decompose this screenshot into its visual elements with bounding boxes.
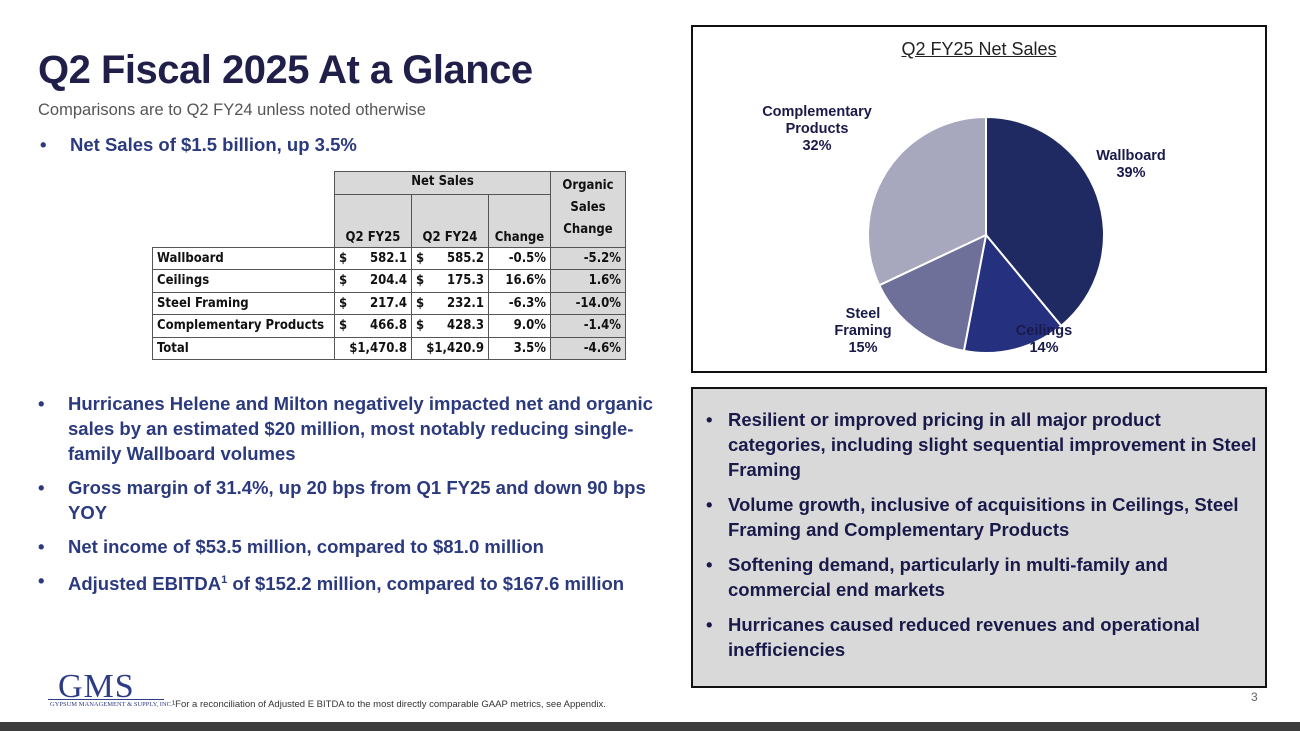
cell-change: 16.6%: [488, 269, 551, 293]
net-sales-group-header: Net Sales: [334, 171, 551, 195]
pie-slice-complementary-products: [867, 115, 987, 287]
highlights-list: • Hurricanes Helene and Milton negatively…: [38, 391, 678, 605]
table-row: Steel Framing $217.4 $232.1 -6.3% -14.0%: [152, 291, 626, 315]
cell-change: -0.5%: [488, 246, 551, 270]
cell-q2fy25: 217.4: [370, 295, 407, 311]
bullet-dot: •: [706, 494, 713, 515]
table-row: Complementary Products $466.8 $428.3 9.0…: [152, 314, 626, 338]
list-item-text: Gross margin of 31.4%, up 20 bps from Q1…: [68, 477, 646, 523]
total-change: 3.5%: [488, 336, 551, 360]
cell-change: 9.0%: [488, 314, 551, 338]
chart-title: Q2 FY25 Net Sales: [901, 39, 1057, 59]
page-number: 3: [1251, 690, 1258, 704]
row-label: Ceilings: [152, 269, 335, 293]
row-label: Complementary Products: [152, 314, 335, 338]
bottom-bar: [0, 722, 1300, 731]
bullet-dot: •: [706, 614, 713, 635]
cell-q2fy24: 585.2: [447, 250, 484, 266]
currency-sign: $: [339, 318, 348, 334]
cell-q2fy25: 204.4: [370, 273, 407, 289]
list-item: • Hurricanes caused reduced revenues and …: [706, 612, 1258, 662]
pie-label-ceilings: Ceilings 14%: [1016, 323, 1072, 356]
list-item-text: Volume growth, inclusive of acquisitions…: [728, 494, 1239, 540]
net-sales-bullet-text: Net Sales of $1.5 billion, up 3.5%: [70, 134, 357, 155]
bullet-dot: •: [40, 134, 47, 155]
total-organic: -4.6%: [550, 336, 626, 360]
currency-sign: $: [339, 250, 348, 266]
list-item-text: Hurricanes Helene and Milton negatively …: [68, 393, 653, 464]
list-item-text: Softening demand, particularly in multi-…: [728, 554, 1168, 600]
currency-sign: $: [339, 295, 348, 311]
list-item: • Hurricanes Helene and Milton negatively…: [38, 391, 678, 466]
currency-sign: $: [416, 250, 425, 266]
cell-organic: -1.4%: [550, 314, 626, 338]
list-item: • Resilient or improved pricing in all ma…: [706, 407, 1258, 482]
pie-label-wallboard: Wallboard 39%: [1096, 148, 1166, 181]
list-item: • Softening demand, particularly in multi…: [706, 552, 1258, 602]
footnote: ¹For a reconciliation of Adjusted E BITD…: [172, 699, 606, 710]
pie-label-steel-framing: Steel Framing 15%: [834, 306, 891, 356]
bullet-dot: •: [706, 554, 713, 575]
table-row: Wallboard $582.1 $585.2 -0.5% -5.2%: [152, 246, 626, 270]
row-label: Steel Framing: [152, 291, 335, 315]
row-label: Wallboard: [152, 246, 335, 270]
list-item-text: Resilient or improved pricing in all maj…: [728, 409, 1257, 480]
bullet-dot: •: [706, 409, 713, 430]
currency-sign: $: [416, 273, 425, 289]
cell-organic: -5.2%: [550, 246, 626, 270]
list-item: • Net income of $53.5 million, compared t…: [38, 534, 678, 559]
cell-q2fy24: 232.1: [447, 295, 484, 311]
pie-label-complementary-products: Complementary Products 32%: [762, 104, 872, 154]
list-item: • Adjusted EBITDA1 of $152.2 million, com…: [38, 568, 678, 596]
total-label: Total: [152, 336, 335, 360]
table-header-row: Net Sales Organic Sales Change: [153, 171, 626, 248]
bullet-dot: •: [38, 536, 45, 557]
commentary-list: • Resilient or improved pricing in all ma…: [706, 407, 1258, 672]
net-sales-bullet: • Net Sales of $1.5 billion, up 3.5%: [40, 132, 357, 157]
bullet-dot: •: [38, 477, 45, 498]
list-item: • Volume growth, inclusive of acquisition…: [706, 492, 1258, 542]
list-item-text: Net income of $53.5 million, compared to…: [68, 536, 544, 557]
net-sales-chart-panel: Q2 FY25 Net Sales Wallboard 39% Ceilings 14…: [691, 25, 1267, 373]
logo-divider: [48, 699, 164, 700]
cell-q2fy25: 466.8: [370, 318, 407, 334]
pie-chart: Wallboard 39% Ceilings 14% Steel Framing 15% Co…: [762, 104, 1166, 356]
total-q2fy24: $1,420.9: [411, 336, 489, 360]
organic-sales-header: Organic Sales Change: [550, 171, 626, 248]
commentary-callout: • Resilient or improved pricing in all ma…: [691, 387, 1267, 688]
pie-slice-steel-framing: [877, 233, 988, 353]
total-q2fy25: $1,470.8: [334, 336, 412, 360]
ebitda-prefix: Adjusted EBITDA: [68, 573, 222, 595]
cell-q2fy25: 582.1: [370, 250, 407, 266]
cell-change: -6.3%: [488, 291, 551, 315]
currency-sign: $: [339, 273, 348, 289]
column-header-change: Change: [488, 193, 551, 248]
slide-subtitle: Comparisons are to Q2 FY24 unless noted …: [38, 101, 426, 119]
currency-sign: $: [416, 318, 425, 334]
net-sales-table: Net Sales Organic Sales Change Q2 FY25 Q…: [152, 171, 626, 360]
ebitda-footnote-marker: 1: [221, 574, 228, 586]
bullet-dot: •: [38, 570, 45, 591]
column-header-q2fy24: Q2 FY24: [411, 193, 489, 248]
list-item-text: Hurricanes caused reduced revenues and o…: [728, 614, 1200, 660]
table-row: Ceilings $204.4 $175.3 16.6% 1.6%: [152, 269, 626, 293]
table-total-row: Total $1,470.8 $1,420.9 3.5% -4.6%: [152, 336, 626, 360]
currency-sign: $: [416, 295, 425, 311]
bullet-dot: •: [38, 393, 45, 414]
logo-subtext: GYPSUM MANAGEMENT & SUPPLY, INC.: [50, 701, 173, 708]
cell-q2fy24: 428.3: [447, 318, 484, 334]
cell-organic: 1.6%: [550, 269, 626, 293]
company-logo: GMS GYPSUM MANAGEMENT & SUPPLY, INC.: [48, 668, 173, 712]
cell-organic: -14.0%: [550, 291, 626, 315]
logo-text: GMS: [58, 668, 135, 705]
pie-slice-ceilings: [962, 232, 1063, 354]
pie-slice-wallboard: [985, 115, 1105, 328]
column-header-q2fy25: Q2 FY25: [334, 193, 412, 248]
ebitda-suffix: of $152.2 million, compared to $167.6 mi…: [227, 573, 625, 595]
table-column-header-row: Q2 FY25 Q2 FY24 Change: [153, 193, 626, 248]
cell-q2fy24: 175.3: [447, 273, 484, 289]
list-item: • Gross margin of 31.4%, up 20 bps from Q…: [38, 475, 678, 525]
slide-title: Q2 Fiscal 2025 At a Glance: [38, 48, 533, 92]
